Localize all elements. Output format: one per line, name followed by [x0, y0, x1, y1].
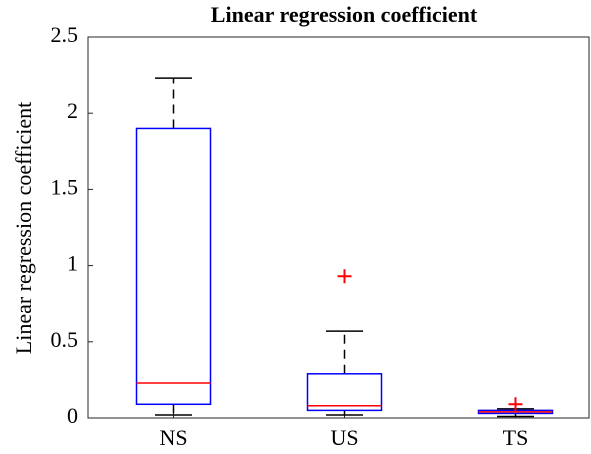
box [135, 127, 212, 406]
outlier [337, 269, 352, 284]
chart-title: Linear regression coefficient [211, 2, 478, 27]
y-tick-label: 1.5 [51, 174, 79, 199]
x-tick-label: NS [159, 425, 187, 450]
y-tick-label: 0.5 [51, 327, 79, 352]
plot-frame [87, 36, 590, 419]
y-axis-label: Linear regression coefficient [11, 102, 36, 354]
x-tick-label: TS [503, 425, 529, 450]
y-tick-label: 2 [67, 98, 78, 123]
y-tick-label: 2.5 [51, 22, 79, 47]
box [306, 373, 383, 412]
outlier [508, 397, 523, 412]
x-tick-label: US [330, 425, 358, 450]
y-tick-label: 0 [67, 403, 78, 428]
y-tick-label: 1 [67, 251, 78, 276]
